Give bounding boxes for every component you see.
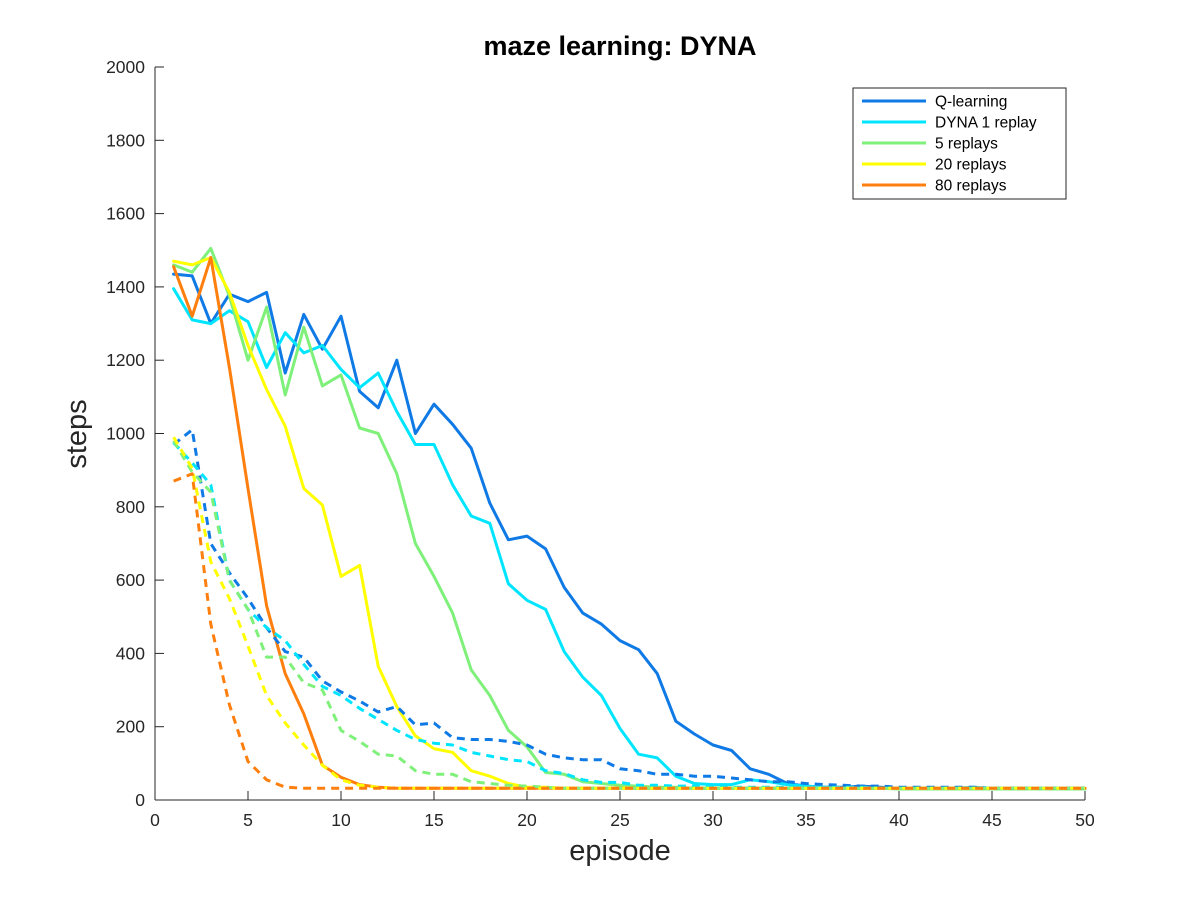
y-tick-label: 2000 — [106, 57, 145, 77]
y-tick-label: 1200 — [106, 350, 145, 370]
plot-area: 0 5 10 15 20 25 30 35 40 45 50 0 200 400 600 800 1000 120… — [106, 57, 1095, 830]
legend-label: 80 replays — [935, 178, 1007, 195]
y-tick-label: 1800 — [106, 130, 145, 150]
y-axis-label: steps — [61, 399, 93, 468]
x-tick-label: 25 — [610, 810, 629, 830]
legend: Q-learning DYNA 1 replay 5 replays 20 repla… — [852, 87, 1067, 200]
y-tick-label: 800 — [116, 497, 145, 517]
chart-title: maze learning: DYNA — [483, 31, 756, 61]
legend-label: DYNA 1 replay — [935, 115, 1037, 132]
x-tick-label: 0 — [150, 810, 160, 830]
legend-label: 5 replays — [935, 136, 998, 153]
x-tick-label: 15 — [424, 810, 443, 830]
y-tick-label: 1000 — [106, 424, 145, 444]
x-tick-label: 10 — [331, 810, 351, 830]
legend-label: 20 replays — [935, 157, 1007, 174]
y-tick-label: 1400 — [106, 277, 145, 297]
series-line-dashed-9 — [173, 472, 1085, 790]
x-tick-label: 30 — [703, 810, 723, 830]
legend-items: Q-learning DYNA 1 replay 5 replays 20 repla… — [862, 94, 1037, 195]
legend-label: Q-learning — [935, 94, 1007, 111]
x-axis-label: episode — [569, 835, 671, 867]
y-tick-label: 600 — [116, 570, 145, 590]
x-tick-label: 40 — [889, 810, 909, 830]
x-tick-label: 50 — [1075, 810, 1095, 830]
y-tick-label: 1600 — [106, 204, 145, 224]
x-tick-label: 45 — [982, 810, 1001, 830]
y-tick-label: 200 — [116, 717, 145, 737]
series-layer — [172, 246, 1087, 791]
x-tick-label: 5 — [243, 810, 253, 830]
y-tick-label: 0 — [135, 790, 145, 810]
x-tick-label: 20 — [517, 810, 537, 830]
y-tick-label: 400 — [116, 643, 145, 663]
x-tick-label: 35 — [796, 810, 815, 830]
axes-layer: 0 5 10 15 20 25 30 35 40 45 50 0 200 400 600 800 1000 120… — [106, 57, 1095, 830]
